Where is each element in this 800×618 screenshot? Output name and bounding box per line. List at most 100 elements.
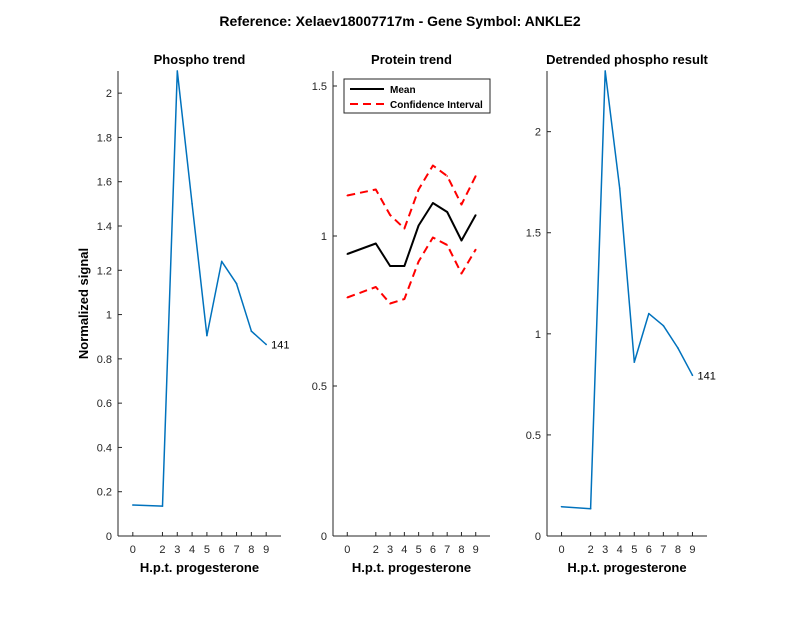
chart-panel-1: 00.20.40.60.811.21.41.61.820 2 3 4 5 6 7 8 9Phos…	[76, 52, 290, 575]
series-line-phospho	[132, 70, 267, 507]
series-line-mean	[346, 202, 477, 267]
data-point	[265, 343, 267, 346]
data-point	[474, 248, 477, 251]
data-point	[346, 253, 349, 255]
data-point	[432, 164, 434, 167]
data-point	[403, 265, 406, 267]
y-tick-label: 0	[321, 531, 327, 543]
y-tick-label: 1.2	[97, 265, 112, 277]
legend-entry-label: Confidence Interval	[390, 100, 483, 111]
data-point	[132, 504, 134, 506]
x-tick-label: 8	[675, 544, 681, 556]
data-point	[389, 302, 391, 305]
data-point	[403, 298, 406, 300]
data-point	[176, 70, 179, 72]
legend-box	[343, 78, 491, 114]
data-point	[389, 265, 391, 267]
data-point	[191, 203, 193, 205]
y-tick-label: 2	[535, 127, 541, 139]
data-point	[346, 194, 349, 197]
x-tick-label: 7	[444, 544, 450, 556]
x-axis-label: H.p.t. progesterone	[352, 560, 471, 575]
data-point	[417, 260, 420, 263]
y-tick-label: 1	[106, 310, 112, 322]
data-point	[474, 175, 477, 177]
point-annotation: 141	[271, 339, 289, 351]
legend: Mean Confidence Interval	[343, 78, 491, 114]
data-point	[446, 175, 448, 177]
x-tick-label: 8	[458, 544, 464, 556]
x-tick-label: 9	[689, 544, 695, 556]
x-tick-label: 2	[588, 544, 594, 556]
data-point	[446, 211, 448, 213]
x-tick-label: 8	[248, 544, 254, 556]
chart-panel-2: 0 0.5 1 1.5 0 2 3 4 5 6 7 8 9 Protein trend H.p.t. pro…	[312, 52, 491, 575]
chart-title: Phospho trend	[154, 52, 246, 67]
x-tick-label: 2	[373, 544, 379, 556]
data-point	[662, 324, 665, 327]
y-tick-label: 1	[321, 231, 327, 243]
chart-title: Protein trend	[371, 52, 452, 67]
x-tick-label: 2	[159, 544, 165, 556]
x-tick-label: 6	[646, 544, 652, 556]
y-tick-label: 1.5	[312, 81, 327, 93]
data-point	[618, 187, 621, 190]
x-tick-label: 5	[631, 544, 637, 556]
series-line-detrended	[561, 70, 694, 510]
data-point	[417, 224, 420, 227]
data-point	[220, 260, 223, 263]
data-point	[389, 214, 391, 216]
x-tick-label: 9	[473, 544, 479, 556]
data-point	[677, 347, 679, 349]
data-point	[648, 312, 650, 315]
data-point	[403, 227, 406, 230]
y-tick-label: 1.6	[97, 177, 112, 189]
data-point	[460, 203, 463, 206]
x-tick-label: 6	[219, 544, 225, 556]
chart-title: Detrended phospho result	[546, 52, 708, 67]
y-tick-label: 0	[535, 531, 541, 543]
y-tick-label: 0.4	[97, 442, 112, 454]
x-axis-label: H.p.t. progesterone	[140, 560, 259, 575]
data-point	[432, 202, 434, 204]
x-tick-label: 4	[189, 544, 195, 556]
x-tick-label: 0	[130, 544, 136, 556]
point-annotation: 141	[697, 370, 715, 382]
data-point	[460, 272, 463, 275]
y-tick-label: 1.4	[97, 221, 112, 233]
series-line-confidence-interval	[347, 164, 477, 230]
y-tick-label: 1	[535, 329, 541, 341]
data-point	[604, 70, 606, 72]
y-axis-label: Normalized signal	[76, 248, 91, 359]
y-tick-label: 0.5	[526, 430, 541, 442]
x-tick-label: 9	[263, 544, 269, 556]
data-point	[235, 282, 238, 285]
data-point	[375, 188, 377, 191]
x-tick-label: 3	[602, 544, 608, 556]
data-point	[417, 188, 420, 191]
y-tick-label: 0.5	[312, 381, 327, 393]
data-point	[633, 361, 636, 363]
data-point	[346, 296, 349, 299]
x-tick-label: 0	[558, 544, 564, 556]
data-point	[432, 236, 434, 239]
y-tick-label: 1.5	[526, 228, 541, 240]
x-tick-label: 5	[416, 544, 422, 556]
x-axis-label: H.p.t. progesterone	[567, 560, 686, 575]
data-point	[691, 374, 694, 377]
data-point	[161, 505, 164, 507]
x-tick-label: 3	[387, 544, 393, 556]
figure-suptitle: Reference: Xelaev18007717m - Gene Symbol…	[219, 13, 581, 29]
x-tick-label: 7	[233, 544, 239, 556]
data-point	[446, 244, 448, 246]
data-point	[589, 507, 592, 510]
y-tick-label: 0.6	[97, 398, 112, 410]
x-tick-label: 6	[430, 544, 436, 556]
data-point	[460, 239, 463, 242]
y-tick-label: 0.8	[97, 354, 112, 366]
data-point	[375, 242, 377, 245]
y-tick-label: 0	[106, 531, 112, 543]
